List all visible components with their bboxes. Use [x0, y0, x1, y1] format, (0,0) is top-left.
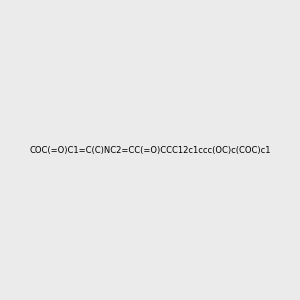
Text: COC(=O)C1=C(C)NC2=CC(=O)CCC12c1ccc(OC)c(COC)c1: COC(=O)C1=C(C)NC2=CC(=O)CCC12c1ccc(OC)c(… [29, 146, 271, 154]
